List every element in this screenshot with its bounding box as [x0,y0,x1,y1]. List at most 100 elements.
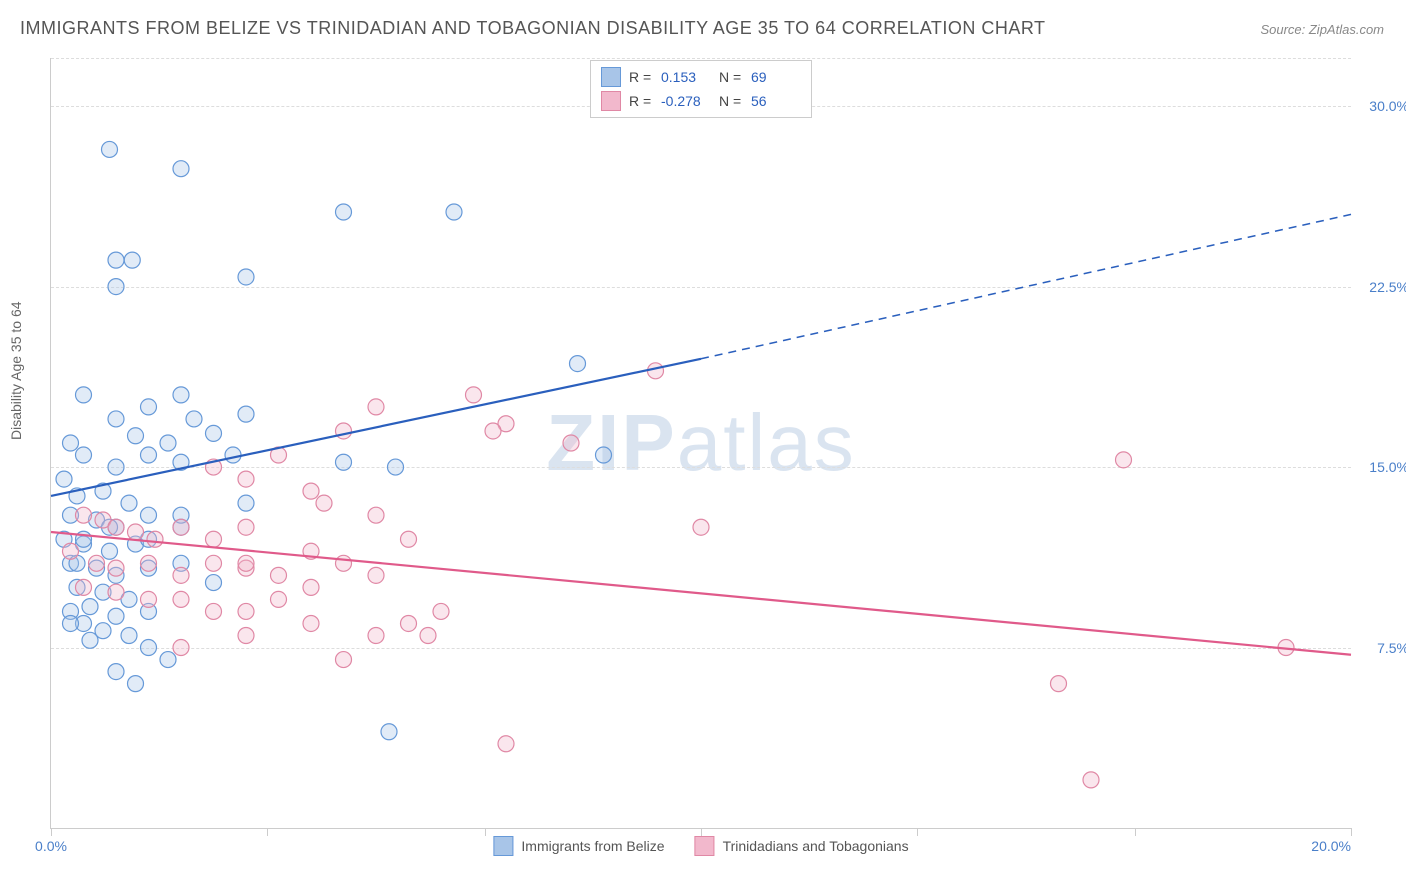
legend-item-blue: Immigrants from Belize [493,836,664,856]
y-axis-label: Disability Age 35 to 64 [8,301,24,440]
legend-swatch-pink [695,836,715,856]
data-point [108,584,124,600]
data-point [141,555,157,571]
data-point [186,411,202,427]
data-point [102,141,118,157]
data-point [76,387,92,403]
data-point [141,447,157,463]
x-tick [485,828,486,836]
data-point [1051,676,1067,692]
data-point [108,411,124,427]
data-point [108,560,124,576]
data-point [303,579,319,595]
data-point [128,676,144,692]
legend-label-pink: Trinidadians and Tobagonians [723,838,909,854]
data-point [596,447,612,463]
legend-series: Immigrants from Belize Trinidadians and … [493,836,908,856]
data-point [401,615,417,631]
legend-item-pink: Trinidadians and Tobagonians [695,836,909,856]
data-point [76,447,92,463]
data-point [121,628,137,644]
data-point [420,628,436,644]
data-point [466,387,482,403]
data-point [76,579,92,595]
plot-area: ZIPatlas 7.5%15.0%22.5%30.0% R = 0.153 N… [50,58,1351,829]
x-tick [267,828,268,836]
data-point [124,252,140,268]
data-point [206,531,222,547]
data-point [173,519,189,535]
y-tick-label: 7.5% [1377,640,1406,656]
data-point [563,435,579,451]
data-point [225,447,241,463]
data-point [238,495,254,511]
data-point [128,524,144,540]
data-point [160,435,176,451]
data-point [63,615,79,631]
trend-line-extrapolated [701,214,1351,358]
data-point [336,423,352,439]
data-point [206,575,222,591]
data-point [206,555,222,571]
data-point [238,603,254,619]
data-point [316,495,332,511]
y-tick-label: 22.5% [1369,279,1406,295]
data-point [206,603,222,619]
data-point [173,640,189,656]
data-point [303,615,319,631]
data-point [485,423,501,439]
data-point [238,519,254,535]
data-point [381,724,397,740]
data-point [82,599,98,615]
data-point [141,640,157,656]
data-point [173,161,189,177]
data-point [1083,772,1099,788]
data-point [82,632,98,648]
data-point [401,531,417,547]
trend-line [51,359,701,496]
data-point [570,356,586,372]
data-point [336,204,352,220]
data-point [63,435,79,451]
data-point [388,459,404,475]
data-point [63,543,79,559]
data-point [368,567,384,583]
data-point [108,252,124,268]
data-point [108,459,124,475]
data-point [141,507,157,523]
data-point [303,483,319,499]
y-tick-label: 30.0% [1369,98,1406,114]
data-point [89,555,105,571]
legend-swatch-blue [493,836,513,856]
data-point [76,507,92,523]
data-point [141,399,157,415]
data-point [336,652,352,668]
x-tick-label: 20.0% [1311,838,1351,854]
data-point [368,399,384,415]
data-point [108,608,124,624]
data-point [108,664,124,680]
data-point [56,471,72,487]
data-point [141,591,157,607]
data-point [368,507,384,523]
data-point [238,406,254,422]
data-point [108,279,124,295]
data-point [147,531,163,547]
data-point [173,591,189,607]
x-tick-label: 0.0% [35,838,67,854]
chart-title: IMMIGRANTS FROM BELIZE VS TRINIDADIAN AN… [20,18,1046,39]
data-point [1116,452,1132,468]
data-point [271,591,287,607]
data-point [433,603,449,619]
data-point [206,425,222,441]
x-tick [51,828,52,836]
x-tick [917,828,918,836]
data-point [336,555,352,571]
data-point [238,628,254,644]
source-credit: Source: ZipAtlas.com [1260,22,1384,37]
data-point [368,628,384,644]
data-point [498,736,514,752]
data-point [108,519,124,535]
data-point [128,428,144,444]
x-tick [1135,828,1136,836]
